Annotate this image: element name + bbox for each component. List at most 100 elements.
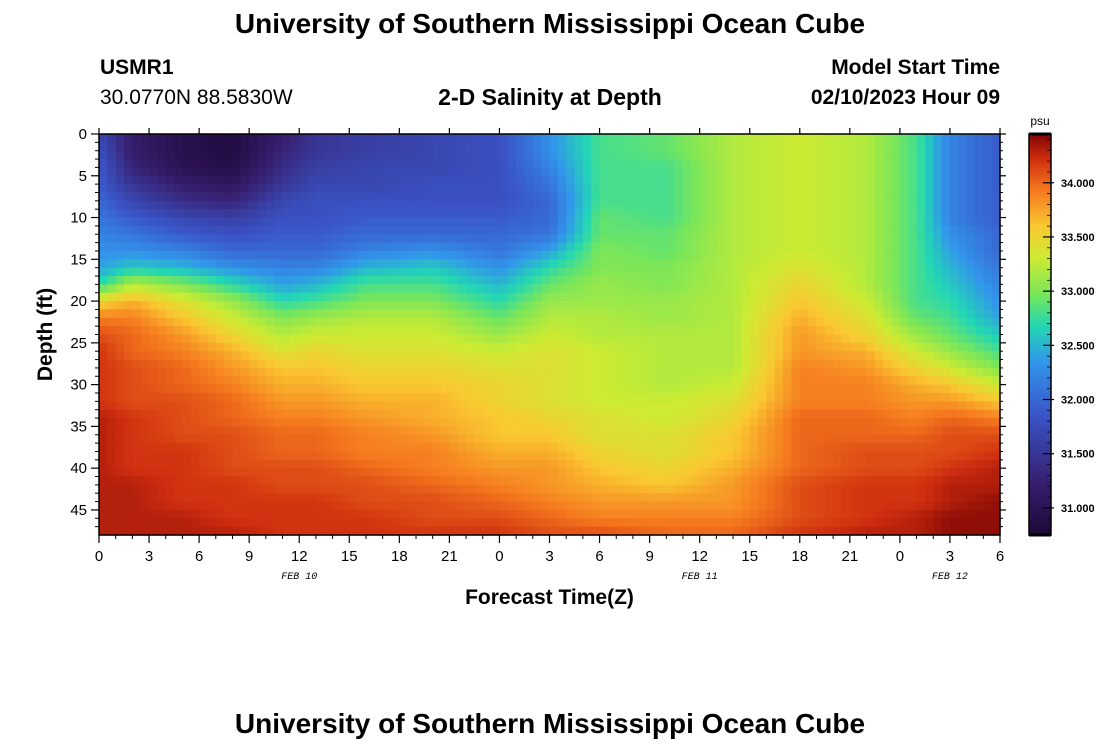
heatmap-cell — [924, 501, 934, 511]
heatmap-cell — [132, 351, 142, 361]
heatmap-cell — [274, 476, 284, 486]
heatmap-cell — [791, 426, 801, 436]
heatmap-cell — [699, 401, 709, 411]
heatmap-cell — [115, 326, 125, 336]
heatmap-cell — [632, 493, 642, 503]
heatmap-cell — [224, 384, 234, 394]
heatmap-cell — [390, 418, 400, 427]
heatmap-cell — [174, 225, 184, 235]
heatmap-cell — [933, 493, 943, 503]
heatmap-cell — [949, 309, 959, 319]
heatmap-cell — [324, 359, 334, 369]
heatmap-cell — [424, 459, 434, 469]
heatmap-cell — [641, 301, 651, 311]
heatmap-cell — [866, 392, 876, 402]
heatmap-cell — [524, 159, 534, 169]
heatmap-cell — [315, 159, 325, 169]
heatmap-cell — [99, 493, 108, 503]
heatmap-cell — [666, 317, 676, 327]
heatmap-cell — [691, 175, 701, 185]
heatmap-cell — [149, 509, 158, 519]
heatmap-cell — [549, 418, 559, 427]
heatmap-cell — [282, 225, 292, 235]
heatmap-cell — [582, 468, 592, 478]
heatmap-cell — [190, 509, 200, 519]
heatmap-cell — [407, 401, 417, 411]
heatmap-cell — [724, 509, 734, 519]
heatmap-cell — [357, 426, 367, 436]
heatmap-cell — [733, 167, 742, 177]
heatmap-cell — [799, 351, 809, 361]
heatmap-cell — [816, 509, 826, 519]
heatmap-cell — [532, 309, 542, 319]
heatmap-cell — [808, 242, 818, 252]
heatmap-cell — [165, 192, 175, 202]
heatmap-cell — [632, 292, 642, 302]
heatmap-cell — [149, 501, 158, 511]
heatmap-cell — [449, 493, 459, 503]
heatmap-cell — [641, 267, 651, 277]
heatmap-cell — [949, 317, 959, 327]
heatmap-cell — [499, 351, 509, 361]
heatmap-cell — [290, 276, 300, 285]
heatmap-cell — [399, 276, 409, 285]
heatmap-cell — [457, 367, 467, 377]
heatmap-cell — [240, 518, 250, 528]
heatmap-cell — [724, 234, 734, 244]
heatmap-cell — [866, 359, 876, 369]
heatmap-cell — [482, 451, 492, 461]
heatmap-cell — [466, 518, 476, 528]
heatmap-cell — [841, 267, 851, 277]
heatmap-cell — [532, 526, 542, 536]
heatmap-cell — [833, 342, 843, 352]
heatmap-cell — [916, 392, 926, 402]
heatmap-cell — [416, 459, 425, 469]
heatmap-cell — [549, 150, 559, 160]
heatmap-cell — [549, 225, 559, 235]
heatmap-cell — [816, 418, 826, 427]
heatmap-cell — [783, 468, 793, 478]
heatmap-cell — [174, 334, 184, 344]
heatmap-cell — [399, 250, 409, 260]
heatmap-cell — [240, 142, 250, 152]
heatmap-cell — [541, 351, 551, 361]
heatmap-cell — [374, 526, 384, 536]
heatmap-cell — [416, 367, 425, 377]
heatmap-cell — [958, 509, 968, 519]
heatmap-cell — [507, 493, 517, 503]
heatmap-cell — [374, 175, 384, 185]
heatmap-cell — [599, 200, 609, 210]
heatmap-cell — [791, 501, 801, 511]
heatmap-cell — [641, 426, 651, 436]
heatmap-cell — [157, 434, 167, 444]
heatmap-cell — [724, 259, 734, 269]
heatmap-cell — [766, 501, 776, 511]
heatmap-cell — [741, 476, 751, 486]
heatmap-cell — [207, 142, 217, 152]
heatmap-cell — [149, 451, 158, 461]
heatmap-cell — [908, 526, 918, 536]
heatmap-cell — [891, 342, 901, 352]
heatmap-cell — [424, 234, 434, 244]
heatmap-cell — [449, 342, 459, 352]
heatmap-cell — [357, 284, 367, 294]
heatmap-cell — [290, 267, 300, 277]
heatmap-cell — [124, 167, 133, 177]
heatmap-cell — [949, 526, 959, 536]
heatmap-cell — [532, 217, 542, 227]
heatmap-cell — [607, 317, 617, 327]
heatmap-cell — [274, 242, 284, 252]
heatmap-cell — [240, 476, 250, 486]
heatmap-cell — [766, 259, 776, 269]
heatmap-cell — [215, 509, 225, 519]
heatmap-cell — [115, 134, 125, 143]
heatmap-cell — [924, 175, 934, 185]
heatmap-cell — [249, 501, 259, 511]
heatmap-cell — [541, 359, 551, 369]
heatmap-cell — [816, 476, 826, 486]
heatmap-cell — [741, 342, 751, 352]
heatmap-cell — [407, 159, 417, 169]
heatmap-cell — [891, 426, 901, 436]
heatmap-cell — [641, 342, 651, 352]
heatmap-cell — [165, 200, 175, 210]
